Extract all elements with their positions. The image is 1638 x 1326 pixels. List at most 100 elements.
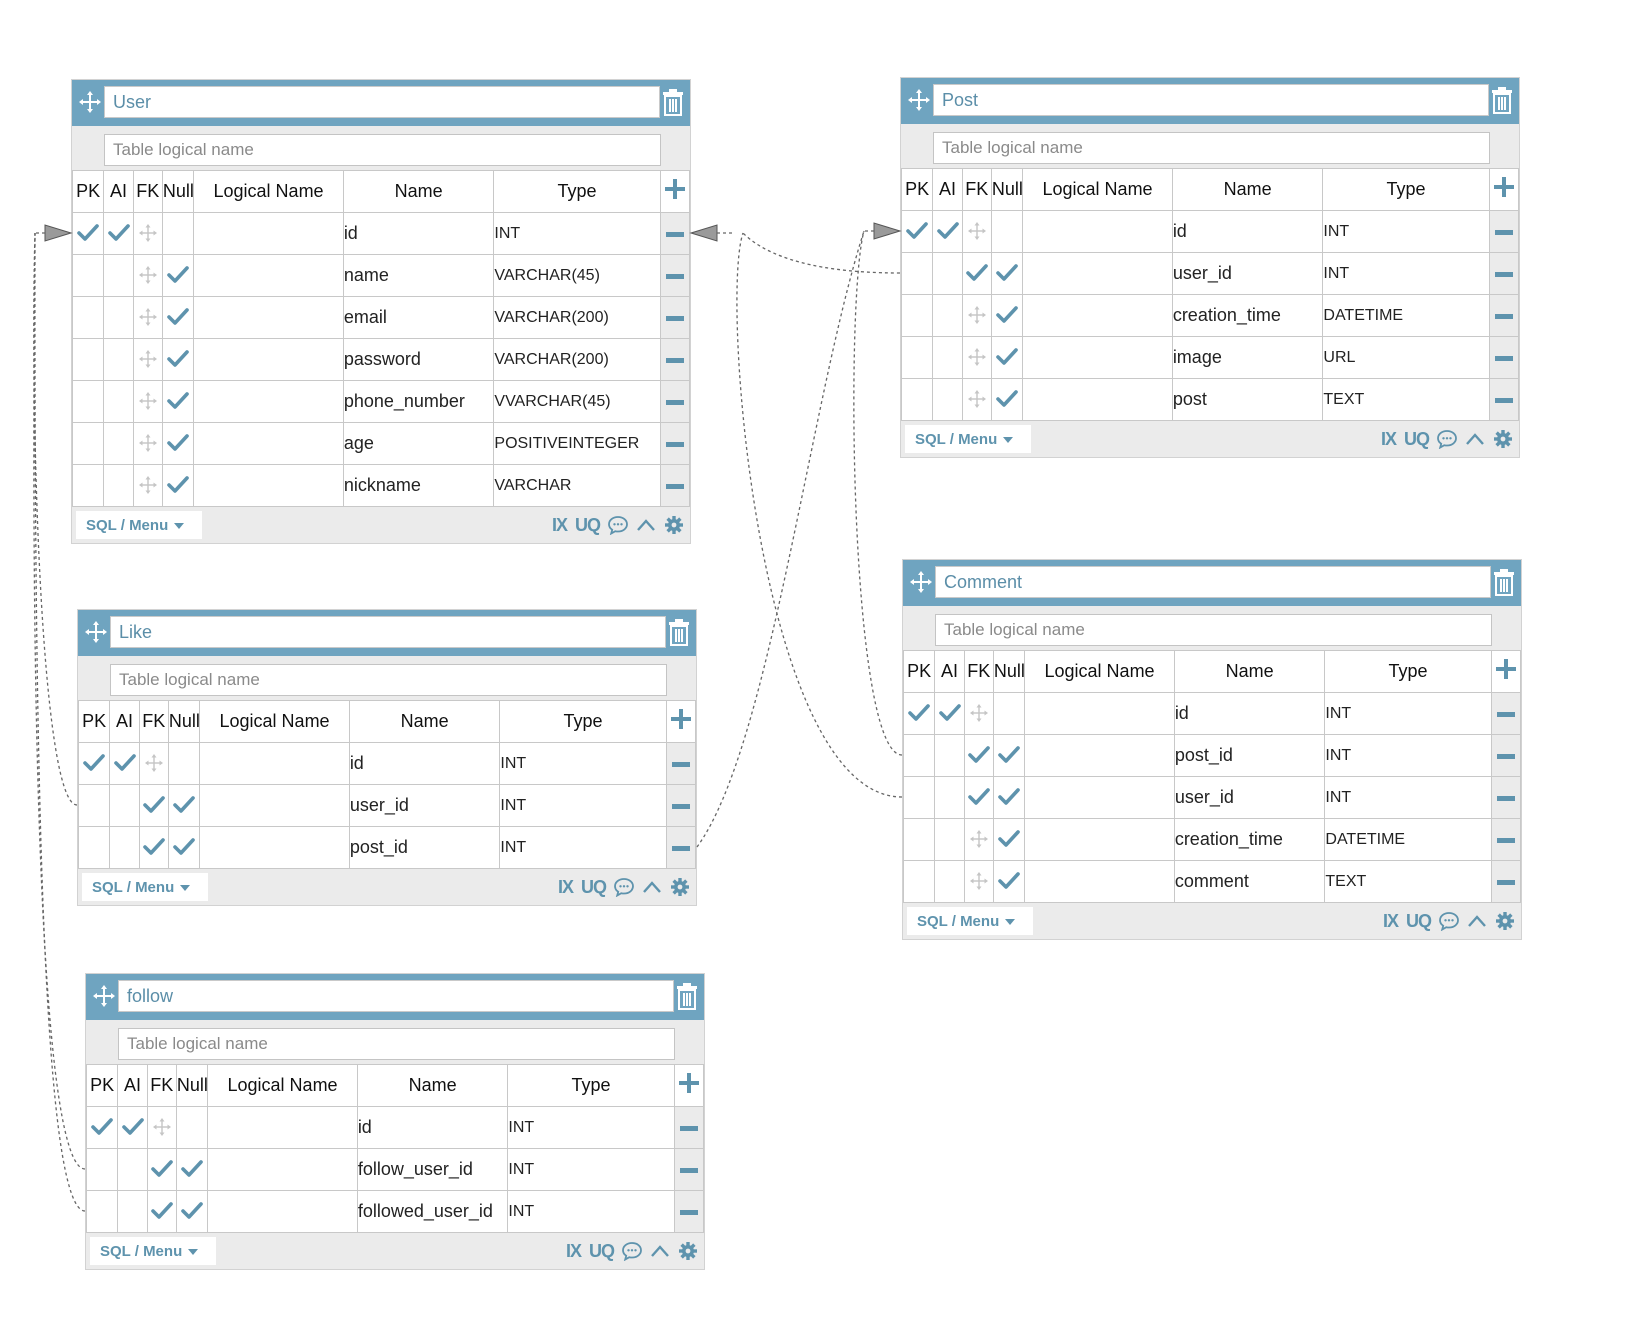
logical-name-cell[interactable] <box>1024 692 1175 735</box>
remove-column-icon[interactable] <box>671 839 690 856</box>
table-logical-name-input[interactable] <box>110 664 667 696</box>
comment-icon[interactable] <box>1437 429 1457 449</box>
fk-handle[interactable] <box>132 464 163 507</box>
logical-name-cell[interactable] <box>1024 734 1175 777</box>
null-checkbox[interactable] <box>167 742 201 785</box>
ai-checkbox[interactable] <box>103 254 134 297</box>
delete-table-icon[interactable] <box>1493 569 1515 596</box>
fk-handle[interactable] <box>132 338 163 381</box>
unique-button[interactable]: UQ <box>581 876 607 897</box>
remove-column-icon[interactable] <box>1496 747 1515 764</box>
column-name-cell[interactable]: id <box>348 742 501 785</box>
pk-checkbox[interactable] <box>902 860 936 903</box>
ai-checkbox[interactable] <box>934 818 965 861</box>
column-type-cell[interactable]: INT <box>499 742 667 785</box>
pk-checkbox[interactable] <box>71 422 105 465</box>
null-checkbox[interactable] <box>161 422 195 465</box>
logical-name-cell[interactable] <box>199 784 350 827</box>
fk-handle[interactable] <box>132 212 163 255</box>
pk-checkbox[interactable] <box>71 254 105 297</box>
column-name-cell[interactable]: image <box>1171 336 1324 379</box>
column-type-cell[interactable]: VARCHAR(200) <box>493 338 661 381</box>
pk-checkbox[interactable] <box>902 818 936 861</box>
logical-name-cell[interactable] <box>193 464 344 507</box>
pk-checkbox[interactable] <box>71 464 105 507</box>
unique-button[interactable]: UQ <box>575 514 601 535</box>
table-logical-name-input[interactable] <box>104 134 661 166</box>
fk-handle[interactable] <box>132 380 163 423</box>
column-type-cell[interactable]: VARCHAR(200) <box>493 296 661 339</box>
logical-name-cell[interactable] <box>1022 252 1173 295</box>
remove-column-icon[interactable] <box>1496 789 1515 806</box>
null-checkbox[interactable] <box>161 296 195 339</box>
logical-name-cell[interactable] <box>193 254 344 297</box>
fk-checkbox[interactable] <box>146 1190 177 1233</box>
index-button[interactable]: IX <box>565 1240 582 1261</box>
table-name-input[interactable] <box>110 616 666 648</box>
sql-menu-button[interactable]: SQL / Menu <box>907 907 1033 935</box>
pk-checkbox[interactable] <box>85 1148 119 1191</box>
null-checkbox[interactable] <box>167 784 201 827</box>
null-checkbox[interactable] <box>167 826 201 869</box>
pk-checkbox[interactable] <box>71 212 105 255</box>
column-name-cell[interactable]: creation_time <box>1173 818 1326 861</box>
fk-checkbox[interactable] <box>138 784 169 827</box>
ai-checkbox[interactable] <box>103 338 134 381</box>
fk-handle[interactable] <box>961 378 992 421</box>
column-type-cell[interactable]: POSITIVEINTEGER <box>493 422 661 465</box>
null-checkbox[interactable] <box>175 1148 209 1191</box>
null-checkbox[interactable] <box>990 210 1024 253</box>
column-name-cell[interactable]: phone_number <box>342 380 495 423</box>
fk-handle[interactable] <box>961 294 992 337</box>
column-type-cell[interactable]: TEXT <box>1324 860 1492 903</box>
column-type-cell[interactable]: INT <box>507 1148 675 1191</box>
remove-column-icon[interactable] <box>679 1203 698 1220</box>
table-logical-name-input[interactable] <box>935 614 1492 646</box>
logical-name-cell[interactable] <box>1024 818 1175 861</box>
delete-table-icon[interactable] <box>668 619 690 646</box>
column-name-cell[interactable]: user_id <box>348 784 501 827</box>
ai-checkbox[interactable] <box>103 464 134 507</box>
ai-checkbox[interactable] <box>934 692 965 735</box>
fk-handle[interactable] <box>963 818 994 861</box>
column-name-cell[interactable]: post_id <box>1173 734 1326 777</box>
ai-checkbox[interactable] <box>934 776 965 819</box>
fk-checkbox[interactable] <box>963 734 994 777</box>
collapse-chevron-up-icon[interactable] <box>1467 911 1487 931</box>
pk-checkbox[interactable] <box>902 776 936 819</box>
column-name-cell[interactable]: id <box>1171 210 1324 253</box>
null-checkbox[interactable] <box>161 380 195 423</box>
column-name-cell[interactable]: followed_user_id <box>356 1190 509 1233</box>
logical-name-cell[interactable] <box>193 338 344 381</box>
null-checkbox[interactable] <box>175 1106 209 1149</box>
column-name-cell[interactable]: user_id <box>1173 776 1326 819</box>
ai-checkbox[interactable] <box>932 210 963 253</box>
ai-checkbox[interactable] <box>934 860 965 903</box>
logical-name-cell[interactable] <box>1024 776 1175 819</box>
logical-name-cell[interactable] <box>199 742 350 785</box>
pk-checkbox[interactable] <box>71 338 105 381</box>
fk-handle[interactable] <box>132 296 163 339</box>
settings-gear-icon[interactable] <box>1495 911 1515 931</box>
logical-name-cell[interactable] <box>1022 294 1173 337</box>
ai-checkbox[interactable] <box>109 742 140 785</box>
column-type-cell[interactable]: INT <box>493 212 661 255</box>
column-name-cell[interactable]: follow_user_id <box>356 1148 509 1191</box>
fk-checkbox[interactable] <box>961 252 992 295</box>
table-logical-name-input[interactable] <box>933 132 1490 164</box>
comment-icon[interactable] <box>608 515 628 535</box>
ai-checkbox[interactable] <box>117 1106 148 1149</box>
fk-handle[interactable] <box>132 422 163 465</box>
null-checkbox[interactable] <box>990 294 1024 337</box>
table-logical-name-input[interactable] <box>118 1028 675 1060</box>
fk-checkbox[interactable] <box>146 1148 177 1191</box>
delete-table-icon[interactable] <box>676 983 698 1010</box>
logical-name-cell[interactable] <box>1022 210 1173 253</box>
settings-gear-icon[interactable] <box>678 1241 698 1261</box>
column-type-cell[interactable]: VARCHAR(45) <box>493 254 661 297</box>
ai-checkbox[interactable] <box>932 252 963 295</box>
pk-checkbox[interactable] <box>900 336 934 379</box>
column-type-cell[interactable]: DATETIME <box>1324 818 1492 861</box>
column-type-cell[interactable]: DATETIME <box>1322 294 1490 337</box>
column-type-cell[interactable]: VARCHAR <box>493 464 661 507</box>
